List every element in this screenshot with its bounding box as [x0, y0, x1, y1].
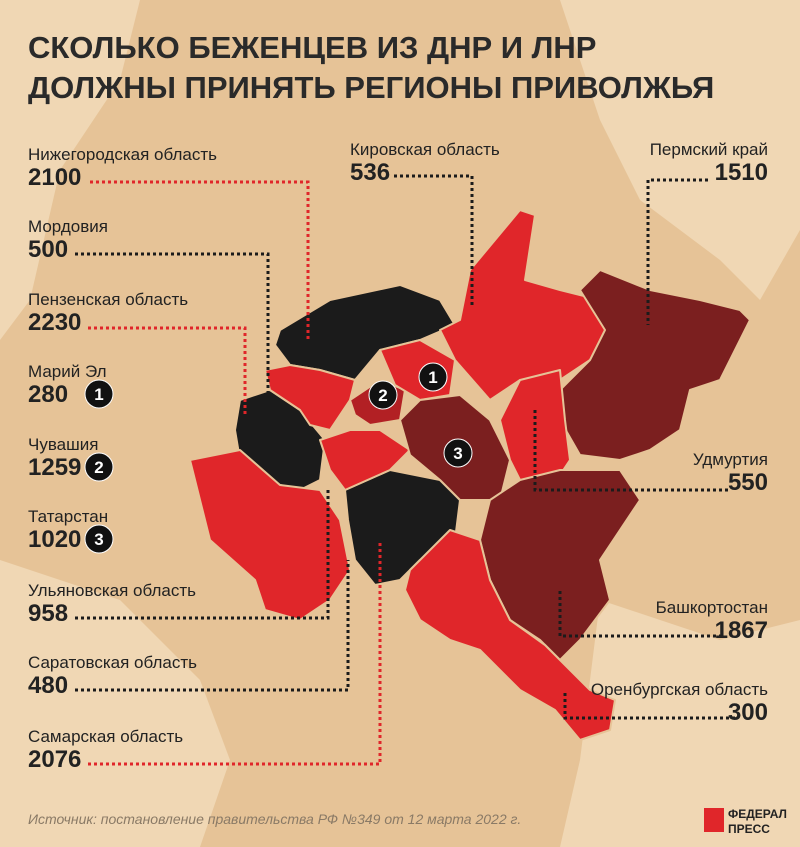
title: СКОЛЬКО БЕЖЕНЦЕВ ИЗ ДНР И ЛНР: [28, 30, 596, 65]
region-name: Башкортостан: [656, 598, 768, 617]
region-name: Марий Эл: [28, 362, 107, 381]
leader-line: [394, 174, 474, 305]
badge-number: 3: [453, 444, 462, 463]
logo-icon: [704, 808, 724, 832]
badge-number: 1: [94, 385, 103, 404]
leader-line: [75, 252, 270, 395]
badge: [84, 379, 114, 409]
badge-number: 3: [94, 530, 103, 549]
region-value: 1259: [28, 454, 81, 481]
region-shape: [559, 269, 751, 461]
badge: [84, 524, 114, 554]
region-name: Кировская область: [350, 140, 500, 159]
region-shape: [404, 529, 616, 741]
badge-number: 2: [378, 386, 387, 405]
title: ДОЛЖНЫ ПРИНЯТЬ РЕГИОНЫ ПРИВОЛЖЬЯ: [28, 70, 714, 105]
logo-text: ПРЕСС: [728, 822, 770, 836]
badge-number: 2: [94, 458, 103, 477]
region-name: Самарская область: [28, 727, 183, 746]
leader-line: [90, 180, 310, 340]
land: [0, 560, 230, 847]
land: [0, 0, 140, 340]
leader-line: [563, 690, 735, 720]
land: [560, 600, 800, 847]
region-shape: [319, 429, 411, 491]
badge: [418, 362, 448, 392]
region-value: 280: [28, 381, 68, 408]
leader-line: [533, 410, 728, 492]
region-value: 300: [728, 699, 768, 726]
region-value: 480: [28, 672, 68, 699]
leader-line: [88, 326, 247, 415]
region-value: 2100: [28, 164, 81, 191]
leader-line: [75, 490, 330, 620]
region-name: Удмуртия: [693, 450, 768, 469]
logo-text: ФЕДЕРАЛ: [728, 807, 787, 821]
region-value: 1510: [715, 159, 768, 186]
land: [560, 0, 800, 300]
badge: [368, 380, 398, 410]
badge: [84, 452, 114, 482]
region-name: Нижегородская область: [28, 145, 217, 164]
region-name: Татарстан: [28, 507, 108, 526]
region-value: 958: [28, 600, 68, 627]
region-name: Мордовия: [28, 217, 108, 236]
leader-line: [646, 178, 708, 325]
leader-line: [558, 590, 722, 638]
leader-line: [75, 560, 350, 692]
badge-number: 1: [428, 368, 437, 387]
region-name: Чувашия: [28, 435, 98, 454]
region-name: Пермский край: [650, 140, 768, 159]
region-name: Саратовская область: [28, 653, 197, 672]
region-value: 536: [350, 159, 390, 186]
leader-line: [88, 540, 382, 766]
region-value: 2076: [28, 746, 81, 773]
region-value: 1867: [715, 617, 768, 644]
region-shape: [264, 364, 356, 431]
region-value: 2230: [28, 309, 81, 336]
source: Источник: постановление правительства РФ…: [28, 811, 521, 827]
region-value: 1020: [28, 526, 81, 553]
region-value: 550: [728, 469, 768, 496]
region-name: Оренбургская область: [591, 680, 768, 699]
badge: [443, 438, 473, 468]
region-name: Пензенская область: [28, 290, 188, 309]
region-value: 500: [28, 236, 68, 263]
region-shape: [189, 449, 351, 621]
region-name: Ульяновская область: [28, 581, 196, 600]
